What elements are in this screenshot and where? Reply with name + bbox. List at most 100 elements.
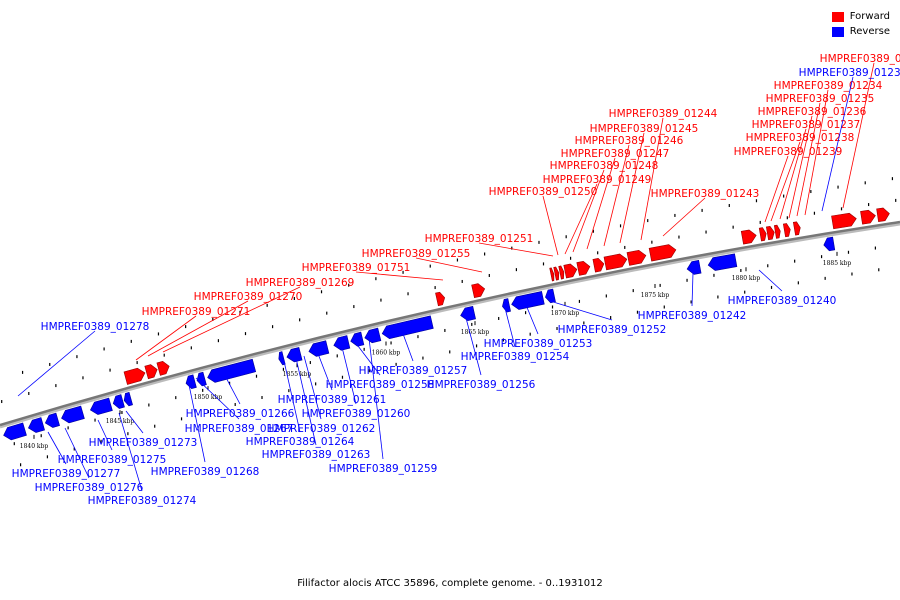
forward-label-leader <box>662 197 706 237</box>
guide-dot <box>234 403 236 407</box>
guide-dot <box>46 455 49 459</box>
guide-dot <box>851 272 853 276</box>
forward-gene-arrow <box>563 263 578 279</box>
forward-label-leader <box>415 257 483 273</box>
forward-gene-label: HMPREF0389_01243 <box>651 188 760 200</box>
guide-dot <box>390 341 392 345</box>
forward-gene-label: HMPREF0389_01248 <box>550 160 659 172</box>
reverse-gene-label: HMPREF0389_01240 <box>728 295 837 307</box>
legend-forward: Forward <box>831 9 890 24</box>
guide-dot <box>130 339 132 343</box>
tick-label: 1875 kbp <box>641 292 670 299</box>
guide-dot <box>341 375 344 379</box>
guide-dot <box>891 177 894 181</box>
reverse-label-leader <box>97 419 113 451</box>
guide-dot <box>524 311 527 315</box>
reverse-gene-label: HMPREF0389_01267 <box>185 423 294 435</box>
forward-gene-arrow <box>648 244 677 262</box>
guide-dot <box>820 255 823 259</box>
reverse-label-leader <box>17 330 96 397</box>
guide-dot <box>363 347 365 351</box>
reverse-gene-arrow <box>364 327 382 344</box>
reverse-label-leader <box>401 330 414 362</box>
reverse-label-leader <box>221 369 241 405</box>
guide-dot <box>288 389 290 393</box>
guide-dot <box>190 346 192 350</box>
reverse-gene-label: HMPREF0389_01278 <box>41 321 150 333</box>
guide-dot <box>878 268 880 272</box>
reverse-gene-arrow <box>308 340 330 357</box>
tick-label: 1885 kbp <box>823 260 852 267</box>
forward-gene-label: HMPREF0389_01270 <box>194 291 303 303</box>
forward-label-leader <box>135 315 197 361</box>
forward-gene-arrow <box>471 283 486 299</box>
reverse-label-leader <box>303 355 322 420</box>
guide-dot <box>632 289 634 293</box>
reverse-label-leader <box>295 357 317 446</box>
reverse-label-leader <box>354 341 381 376</box>
forward-gene-arrow <box>144 364 158 380</box>
guide-dot <box>244 332 247 336</box>
guide-dot <box>76 355 78 359</box>
guide-dot <box>429 264 431 268</box>
guide-dot <box>163 353 165 357</box>
reverse-label-leader <box>340 342 357 405</box>
guide-dot <box>228 381 231 385</box>
forward-label-leader <box>564 183 598 255</box>
forward-gene-arrow <box>765 225 775 241</box>
forward-label-leader <box>804 89 829 216</box>
reverse-gene-label: HMPREF0389_01263 <box>262 449 371 461</box>
reverse-gene-label: HMPREF0389_01273 <box>89 437 198 449</box>
guide-dot <box>837 185 839 189</box>
reverse-gene-arrow <box>185 374 197 390</box>
guide-dot <box>624 245 626 249</box>
forward-gene-arrow <box>876 207 890 223</box>
guide-dot <box>82 376 84 380</box>
guide-dot <box>701 208 703 212</box>
guide-dot <box>55 384 57 388</box>
guide-dot <box>659 283 661 287</box>
guide-dot <box>759 220 761 224</box>
forward-gene-label: HMPREF0389_01246 <box>575 135 684 147</box>
reverse-label-leader <box>691 272 694 307</box>
reverse-gene-arrow <box>460 305 476 322</box>
guide-dot <box>732 225 734 229</box>
forward-label-leader <box>147 300 249 357</box>
guide-dot <box>456 258 459 262</box>
tick-label: 1850 kbp <box>194 394 223 401</box>
reverse-gene-label: HMPREF0389_01259 <box>329 463 438 475</box>
reverse-gene-label: HMPREF0389_01257 <box>359 365 468 377</box>
reverse-gene-label: HMPREF0389_01266 <box>186 408 295 420</box>
forward-gene-label: HMPREF0389_01247 <box>561 148 670 160</box>
guide-dot <box>895 198 897 202</box>
reverse-gene-label: HMPREF0389_01262 <box>267 423 376 435</box>
guide-dot <box>40 434 42 438</box>
forward-gene-arrow <box>860 209 876 225</box>
reverse-gene-arrow <box>90 397 113 415</box>
forward-gene-arrow <box>553 266 560 281</box>
reverse-gene-arrow <box>502 298 511 313</box>
reverse-gene-arrow <box>278 351 286 366</box>
guide-dot <box>651 240 653 244</box>
reverse-gene-arrow <box>350 331 365 347</box>
guide-dot <box>824 276 826 280</box>
forward-gene-label: HMPREF0389_01250 <box>489 186 598 198</box>
reverse-gene-arrow <box>112 394 125 409</box>
guide-dot <box>336 354 338 358</box>
forward-gene-label: HMPREF0389_01251 <box>425 233 534 245</box>
reverse-gene-label: HMPREF0389_01264 <box>246 436 355 448</box>
guide-dot <box>740 268 742 272</box>
guide-dot <box>515 268 518 272</box>
guide-dot <box>794 259 796 263</box>
reverse-gene-label: HMPREF0389_01276 <box>35 482 144 494</box>
guide-dot <box>770 285 773 289</box>
reverse-gene-arrow <box>44 412 60 428</box>
forward-label-leader <box>619 132 645 244</box>
forward-gene-label: HMPREF0389_01271 <box>142 306 251 318</box>
guide-dot <box>674 213 676 217</box>
guide-dot <box>569 256 572 260</box>
guide-dot <box>484 252 486 256</box>
forward-gene-label: HMPREF0389_01235 <box>766 93 875 105</box>
guide-dot <box>449 350 451 354</box>
